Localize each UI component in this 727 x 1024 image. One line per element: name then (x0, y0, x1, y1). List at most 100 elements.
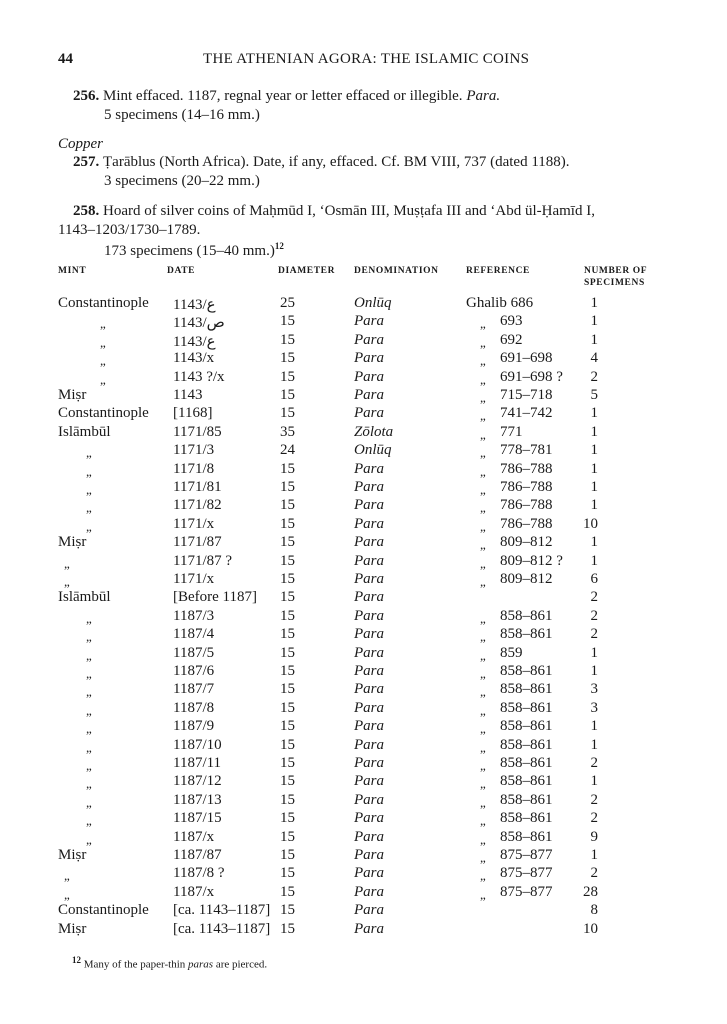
cell-count: 8 (590, 902, 599, 919)
cell-date: 1143/ع (173, 333, 216, 350)
cell-mint: „ (86, 610, 92, 626)
cell-date: 1187/8 ? (173, 865, 225, 882)
cell-denomination: Para (354, 350, 384, 367)
cell-date: [ca. 1143–1187] (173, 920, 271, 937)
table-row: „ 1171/x 15 Para „ 809–812 6 (0, 571, 727, 589)
cell-count: 1 (590, 644, 599, 661)
cell-reference: 809–812 (500, 571, 553, 587)
cell-count: 1 (590, 847, 599, 863)
cell-date: 1171/81 (173, 479, 222, 495)
cell-mint: „ (86, 482, 92, 497)
entry-256: 256. Mint effaced. 1187, regnal year or … (73, 88, 500, 105)
cell-reference: 741–742 (500, 405, 553, 422)
cell-date: 1187/11 (173, 755, 222, 771)
cell-reference: 875–877 (500, 883, 553, 900)
cell-diameter: 15 (280, 626, 295, 643)
cell-reference: 858–861 (500, 607, 553, 624)
cell-mint: „ (64, 574, 70, 589)
cell-reference: 858–861 (500, 755, 553, 771)
table-row: „ 1187/x 15 Para „ 875–877 28 (0, 884, 727, 902)
cell-diameter: 35 (280, 423, 295, 440)
cell-count: 1 (590, 442, 599, 459)
cell-denomination: Para (354, 644, 384, 661)
cell-reference: 771 (500, 423, 523, 440)
cell-reference: 858–861 (500, 718, 553, 735)
cell-count: 28 (583, 883, 598, 900)
cell-mint: „ (86, 445, 92, 461)
cell-diameter: 15 (280, 920, 295, 937)
header-denomination: DENOMINATION (354, 266, 439, 276)
table-row: „ 1187/6 15 Para „ 858–861 1 (0, 663, 727, 681)
cell-diameter: 15 (280, 865, 295, 882)
cell-mint: Miṣr (58, 847, 87, 863)
cell-diameter: 15 (280, 589, 295, 606)
cell-reference-ditto: „ (480, 739, 486, 755)
cell-date: 1143/x (173, 350, 215, 367)
cell-count: 2 (590, 865, 599, 882)
cell-mint: „ (64, 868, 70, 884)
cell-date: 1143 (173, 387, 203, 403)
cell-mint: Constantinople (58, 902, 149, 919)
cell-reference-ditto: „ (480, 408, 486, 424)
cell-diameter: 15 (280, 515, 295, 532)
cell-date: 1143 ?/x (173, 368, 225, 385)
cell-date: 1187/6 (173, 663, 215, 679)
table-row: „ 1143 ?/x 15 Para „ 691–698 ? 2 (0, 369, 727, 387)
cell-count: 3 (590, 699, 599, 716)
table-row: „ 1187/5 15 Para „ 859 1 (0, 645, 727, 663)
cell-reference-ditto: „ (480, 334, 486, 350)
cell-date: 1187/x (173, 883, 215, 900)
cell-reference: 858–861 (500, 791, 553, 808)
cell-reference: 809–812 (500, 534, 553, 551)
cell-count: 1 (590, 773, 599, 790)
cell-diameter: 15 (280, 387, 295, 403)
cell-date: [ca. 1143–1187] (173, 902, 271, 919)
cell-reference-ditto: „ (480, 500, 486, 516)
cell-date: [1168] (173, 405, 213, 422)
table-row: Constantinople [ca. 1143–1187] 15 Para 8 (0, 902, 727, 920)
entry-258-specimens: 173 specimens (15–40 mm.)12 (104, 241, 284, 259)
cell-denomination: Para (354, 828, 384, 845)
cell-reference: 858–861 (500, 736, 553, 753)
cell-date: 1171/87 ? (173, 552, 233, 569)
cell-reference-ditto: „ (480, 776, 486, 792)
cell-mint: „ (100, 353, 106, 369)
cell-count: 9 (590, 828, 599, 845)
header-reference: REFERENCE (466, 266, 530, 276)
table-row: „ 1187/8 ? 15 Para „ 875–877 2 (0, 865, 727, 883)
cell-diameter: 15 (280, 883, 295, 900)
cell-date: 1187/7 (173, 681, 215, 698)
cell-date: 1187/9 (173, 718, 215, 735)
cell-diameter: 15 (280, 460, 295, 477)
cell-mint: „ (86, 500, 92, 516)
cell-diameter: 15 (280, 497, 295, 514)
cell-count: 2 (590, 810, 599, 827)
cell-mint: „ (86, 684, 92, 700)
entry-258-dates: 1143–1203/1730–1789. (58, 222, 201, 238)
cell-diameter: 15 (280, 663, 295, 679)
cell-reference: 858–861 (500, 773, 553, 790)
cell-count: 1 (590, 534, 599, 551)
header-count-1: NUMBER OF (584, 266, 648, 276)
cell-mint: „ (64, 555, 70, 571)
cell-reference: 786–788 (500, 497, 553, 514)
cell-reference: 858–861 (500, 663, 553, 679)
cell-mint: Islāmbūl (58, 423, 111, 440)
cell-reference-ditto: „ (480, 886, 486, 902)
cell-denomination: Onlūq (354, 442, 392, 459)
header-date: DATE (167, 266, 196, 276)
cell-reference: 786–788 (500, 515, 553, 532)
cell-diameter: 15 (280, 552, 295, 569)
cell-diameter: 15 (280, 331, 295, 348)
table-row: Miṣr 1143 15 Para „ 715–718 5 (0, 387, 727, 405)
section-heading: Copper (58, 136, 103, 152)
cell-denomination: Para (354, 663, 384, 679)
cell-denomination: Para (354, 368, 384, 385)
page-number: 44 (58, 51, 73, 67)
cell-reference: 786–788 (500, 479, 553, 495)
cell-count: 1 (590, 552, 599, 569)
cell-count: 6 (590, 571, 599, 587)
cell-diameter: 15 (280, 755, 295, 771)
cell-date: 1171/87 (173, 534, 222, 551)
cell-diameter: 15 (280, 681, 295, 698)
